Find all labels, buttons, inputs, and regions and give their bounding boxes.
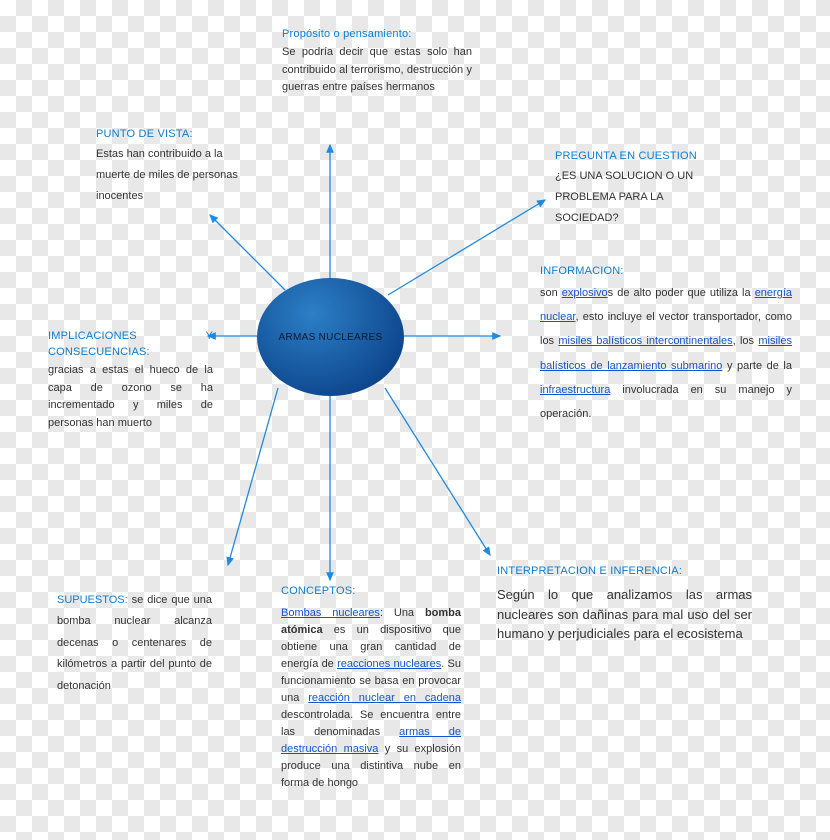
body-punto-de-vista: Estas han contribuido a la muerte de mil… — [96, 144, 256, 207]
title-supuestos: SUPUESTOS: — [57, 594, 128, 606]
title-pregunta: PREGUNTA EN CUESTION — [555, 150, 725, 162]
link-explosivo[interactable]: explosivo — [562, 287, 608, 299]
body-conceptos: Bombas nucleares: Una bomba atómica es u… — [281, 605, 461, 793]
title-implicaciones: IMPLICACIONES Y — [48, 330, 213, 342]
center-node-label: ARMAS NUCLEARES — [279, 332, 383, 343]
body-proposito: Se podría decir que estas solo han contr… — [282, 44, 472, 97]
mindmap-canvas: ARMAS NUCLEARES Propósito o pensamiento:… — [0, 0, 830, 840]
body-supuestos-text: se dice que una bomba nuclear alcanza de… — [57, 594, 212, 692]
connector-line — [210, 215, 285, 290]
block-pregunta: PREGUNTA EN CUESTION ¿ES UNA SOLUCION O … — [555, 150, 725, 229]
title-conceptos: CONCEPTOS: — [281, 585, 461, 597]
block-conceptos: CONCEPTOS: Bombas nucleares: Una bomba a… — [281, 585, 461, 793]
link-reaccion-cadena[interactable]: reacción nuclear en cadena — [308, 692, 461, 704]
connector-line — [388, 200, 545, 295]
link-bombas-nucleares[interactable]: Bombas nucleares — [281, 607, 380, 619]
center-node-armas-nucleares: ARMAS NUCLEARES — [257, 278, 404, 396]
link-reacciones-nucleares[interactable]: reacciones nucleares — [337, 658, 441, 670]
body-interpretacion: Según lo que analizamos las armas nuclea… — [497, 585, 752, 644]
title-informacion: INFORMACION: — [540, 265, 792, 277]
link-armas-destruccion[interactable]: armas de destrucción masiva — [281, 726, 461, 755]
link-misiles-balisticos[interactable]: misiles balísticos intercontinentales — [558, 335, 732, 347]
connector-line — [228, 388, 278, 565]
body-pregunta: ¿ES UNA SOLUCION O UN PROBLEMA PARA LA S… — [555, 166, 725, 229]
block-interpretacion: INTERPRETACION E INFERENCIA: Según lo qu… — [497, 565, 752, 644]
title-interpretacion: INTERPRETACION E INFERENCIA: — [497, 565, 752, 577]
block-supuestos: SUPUESTOS: se dice que una bomba nuclear… — [57, 590, 212, 697]
body-implicaciones: gracias a estas el hueco de la capa de o… — [48, 362, 213, 432]
title-implicaciones-a: IMPLICACIONES — [48, 330, 137, 342]
body-supuestos: SUPUESTOS: se dice que una bomba nuclear… — [57, 590, 212, 697]
title-punto-de-vista: PUNTO DE VISTA: — [96, 128, 256, 140]
block-proposito: Propósito o pensamiento: Se podría decir… — [282, 28, 472, 97]
block-punto-de-vista: PUNTO DE VISTA: Estas han contribuido a … — [96, 128, 256, 207]
block-implicaciones: IMPLICACIONES Y CONSECUENCIAS: gracias a… — [48, 330, 213, 432]
body-informacion: son explosivos de alto poder que utiliza… — [540, 281, 792, 426]
title-proposito: Propósito o pensamiento: — [282, 28, 472, 40]
title-implicaciones-c: CONSECUENCIAS: — [48, 346, 213, 358]
block-informacion: INFORMACION: son explosivos de alto pode… — [540, 265, 792, 426]
connector-line — [385, 388, 490, 555]
title-implicaciones-b: Y — [205, 330, 213, 342]
link-infraestructura[interactable]: infraestructura — [540, 384, 610, 396]
